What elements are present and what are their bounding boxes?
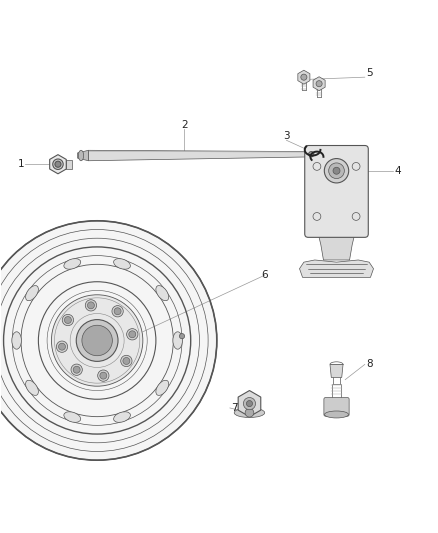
- Text: 4: 4: [394, 166, 401, 176]
- Circle shape: [324, 158, 349, 183]
- Circle shape: [180, 334, 185, 339]
- Circle shape: [112, 305, 123, 317]
- Text: 7: 7: [231, 403, 237, 413]
- Circle shape: [244, 398, 255, 410]
- Text: 1: 1: [18, 159, 24, 169]
- Polygon shape: [298, 70, 310, 84]
- Circle shape: [123, 358, 130, 365]
- Circle shape: [245, 408, 254, 417]
- Circle shape: [57, 341, 67, 352]
- Ellipse shape: [113, 412, 131, 422]
- Polygon shape: [318, 234, 355, 260]
- Circle shape: [333, 167, 340, 174]
- Ellipse shape: [234, 408, 265, 417]
- Text: 6: 6: [261, 270, 268, 280]
- Ellipse shape: [325, 411, 349, 418]
- Ellipse shape: [156, 286, 169, 301]
- Circle shape: [121, 356, 132, 367]
- Circle shape: [53, 159, 63, 169]
- Text: 5: 5: [366, 68, 372, 78]
- Circle shape: [316, 80, 322, 87]
- Text: 8: 8: [366, 359, 372, 369]
- Circle shape: [127, 329, 138, 340]
- FancyBboxPatch shape: [66, 160, 72, 168]
- Circle shape: [76, 320, 118, 361]
- Ellipse shape: [12, 332, 21, 349]
- Ellipse shape: [64, 412, 81, 422]
- Ellipse shape: [64, 259, 81, 269]
- Circle shape: [247, 400, 253, 407]
- Ellipse shape: [173, 332, 183, 349]
- Circle shape: [71, 364, 82, 375]
- Circle shape: [129, 331, 136, 338]
- Text: 2: 2: [181, 120, 187, 130]
- Ellipse shape: [156, 380, 169, 395]
- Circle shape: [62, 314, 74, 326]
- Polygon shape: [330, 365, 343, 377]
- Circle shape: [85, 300, 97, 311]
- Ellipse shape: [78, 150, 84, 161]
- Polygon shape: [78, 150, 88, 161]
- Circle shape: [88, 302, 95, 309]
- Polygon shape: [49, 155, 66, 174]
- Circle shape: [59, 343, 65, 350]
- Circle shape: [64, 317, 71, 324]
- Ellipse shape: [113, 259, 131, 269]
- Circle shape: [55, 161, 61, 167]
- Circle shape: [0, 221, 217, 460]
- Polygon shape: [300, 260, 374, 277]
- Circle shape: [73, 366, 80, 373]
- Circle shape: [114, 308, 121, 314]
- Polygon shape: [88, 150, 315, 161]
- Polygon shape: [238, 391, 261, 417]
- Circle shape: [82, 325, 113, 356]
- FancyBboxPatch shape: [305, 146, 368, 237]
- FancyBboxPatch shape: [324, 398, 349, 416]
- Circle shape: [51, 295, 143, 386]
- Text: 3: 3: [283, 131, 290, 141]
- Polygon shape: [313, 77, 325, 91]
- Circle shape: [328, 163, 344, 179]
- Ellipse shape: [25, 286, 39, 301]
- Circle shape: [301, 74, 307, 80]
- Circle shape: [98, 370, 109, 381]
- Circle shape: [309, 151, 314, 157]
- Circle shape: [100, 372, 107, 379]
- Ellipse shape: [25, 380, 39, 395]
